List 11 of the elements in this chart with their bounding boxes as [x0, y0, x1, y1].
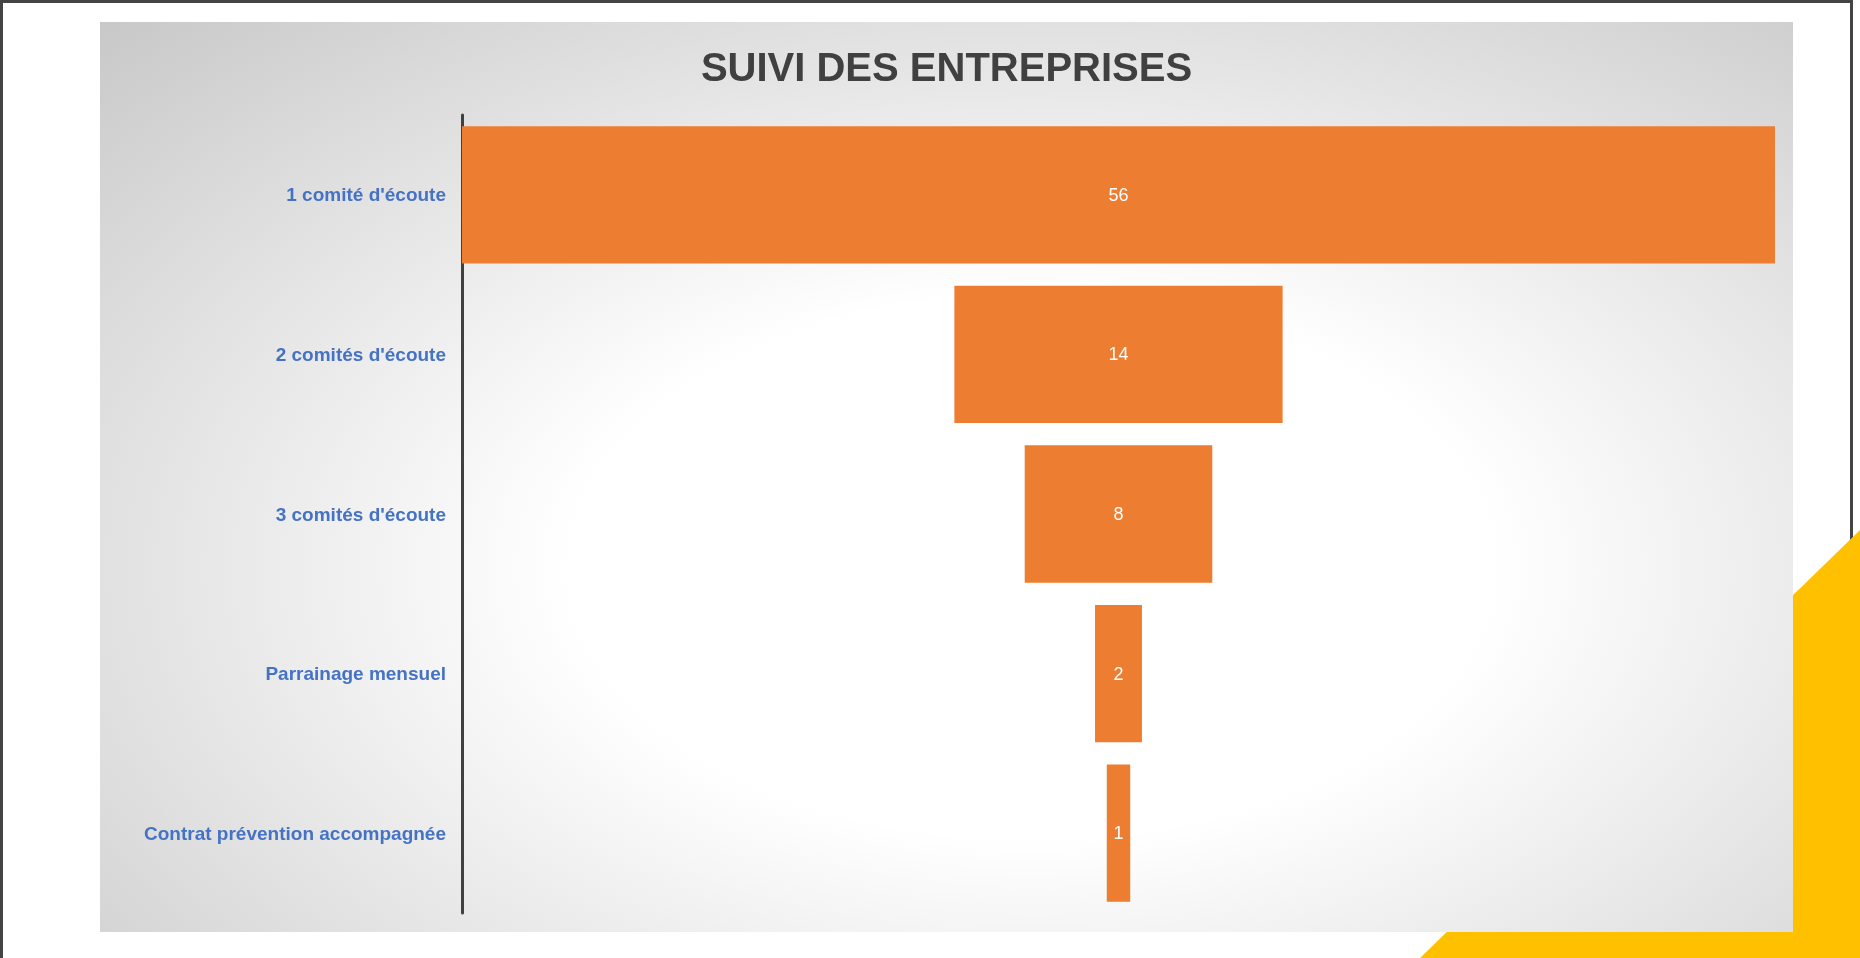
text: SUIVI DES ENTREPRISES	[700, 45, 1193, 89]
category-label: 1 comité d'écoute	[286, 184, 446, 206]
data-label: 14	[1108, 344, 1129, 365]
category-label: Parrainage mensuel	[265, 663, 446, 685]
category-label: Contrat prévention accompagnée	[144, 822, 446, 844]
data-label: 8	[1113, 504, 1124, 524]
category-label: 3 comités d'écoute	[275, 503, 446, 525]
data-label: 2	[1113, 663, 1124, 684]
data-label: 56	[1108, 184, 1129, 205]
data-label: 1	[1113, 823, 1124, 844]
category-label: 2 comités d'écoute	[275, 343, 446, 365]
